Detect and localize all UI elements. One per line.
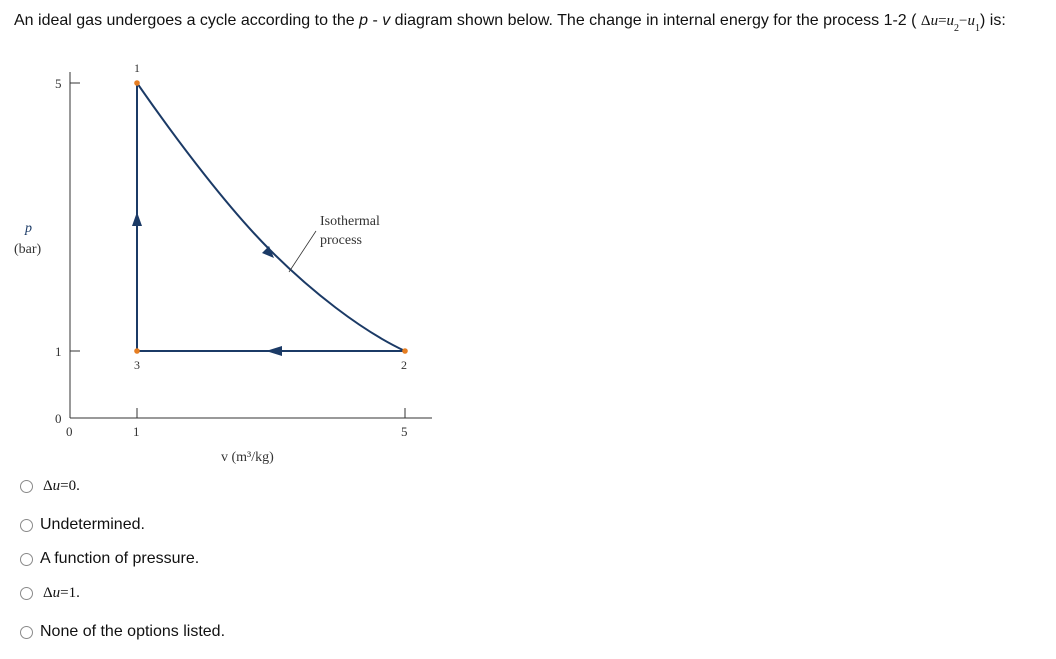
annotation-isothermal: Isothermal xyxy=(320,214,380,229)
y-axis-label-unit: (bar) xyxy=(14,242,42,257)
annotation-process: process xyxy=(320,233,362,248)
option-text: None of the options listed. xyxy=(40,623,226,640)
arrow-up-icon xyxy=(132,212,142,226)
option-delta-u-one[interactable]: Δu=1. xyxy=(20,585,80,602)
radio-icon[interactable] xyxy=(20,587,33,600)
option-value: =0. xyxy=(60,478,80,494)
x-axis-label: v (m³/kg) xyxy=(221,450,274,465)
arrow-down-right-icon xyxy=(262,246,274,258)
delta-symbol: Δ xyxy=(43,585,53,601)
option-math-text: Δu=1. xyxy=(43,585,80,602)
question-p: p xyxy=(359,12,369,29)
arrow-left-icon xyxy=(266,346,282,356)
option-delta-u-zero[interactable]: Δu=0. xyxy=(20,478,80,495)
question-text: An ideal gas undergoes a cycle according… xyxy=(14,12,1006,34)
state-label-2: 2 xyxy=(401,358,407,372)
equals-sign: = xyxy=(938,13,947,29)
option-text: Undetermined. xyxy=(40,516,145,533)
option-math-text: Δu=0. xyxy=(43,478,80,495)
y-tick-label-0: 0 xyxy=(55,411,62,426)
delta-symbol: Δ xyxy=(43,478,53,494)
y-tick-label-1: 1 xyxy=(55,344,62,359)
x-tick-label-0: 0 xyxy=(66,424,73,439)
y-tick-label-5: 5 xyxy=(55,76,62,91)
pv-diagram: 5 1 0 0 1 5 p (bar) v (m³/kg) Isothermal… xyxy=(14,61,432,465)
state-point-3 xyxy=(134,348,140,354)
radio-icon[interactable] xyxy=(20,518,33,532)
state-point-2 xyxy=(402,348,408,354)
radio-icon[interactable] xyxy=(20,625,33,639)
option-undetermined[interactable]: Undetermined. xyxy=(20,516,145,534)
radio-icon[interactable] xyxy=(20,552,33,566)
option-function-of-pressure[interactable]: A function of pressure. xyxy=(20,550,199,568)
subscript-1: 1 xyxy=(975,23,980,34)
question-dash: - xyxy=(368,12,383,29)
option-none-of-the-above[interactable]: None of the options listed. xyxy=(20,623,225,641)
question-suffix: ) is: xyxy=(980,12,1006,29)
x-tick-label-5: 5 xyxy=(401,424,408,439)
question-prefix: An ideal gas undergoes a cycle according… xyxy=(14,12,360,29)
u-symbol: u xyxy=(52,585,61,601)
minus-sign: − xyxy=(959,13,968,29)
subscript-2: 2 xyxy=(954,23,960,34)
option-text: A function of pressure. xyxy=(40,550,200,567)
question-v: v xyxy=(382,12,391,29)
y-axis-label-symbol: p xyxy=(24,221,32,236)
option-value: =1. xyxy=(60,585,80,601)
state-point-1 xyxy=(134,80,140,86)
x-tick-label-1: 1 xyxy=(133,424,140,439)
u-symbol: u xyxy=(930,13,939,29)
delta-symbol: Δ xyxy=(920,13,931,29)
annotation-leader-line xyxy=(288,230,317,273)
state-label-3: 3 xyxy=(134,358,140,372)
radio-icon[interactable] xyxy=(20,480,33,493)
delta-u-expression: Δu=u2−u1 xyxy=(920,13,980,34)
u-symbol: u xyxy=(52,478,61,494)
question-mid: diagram shown below. The change in inter… xyxy=(390,12,921,29)
u2-symbol: u xyxy=(946,13,955,29)
u1-symbol: u xyxy=(967,13,976,29)
state-label-1: 1 xyxy=(134,61,140,75)
